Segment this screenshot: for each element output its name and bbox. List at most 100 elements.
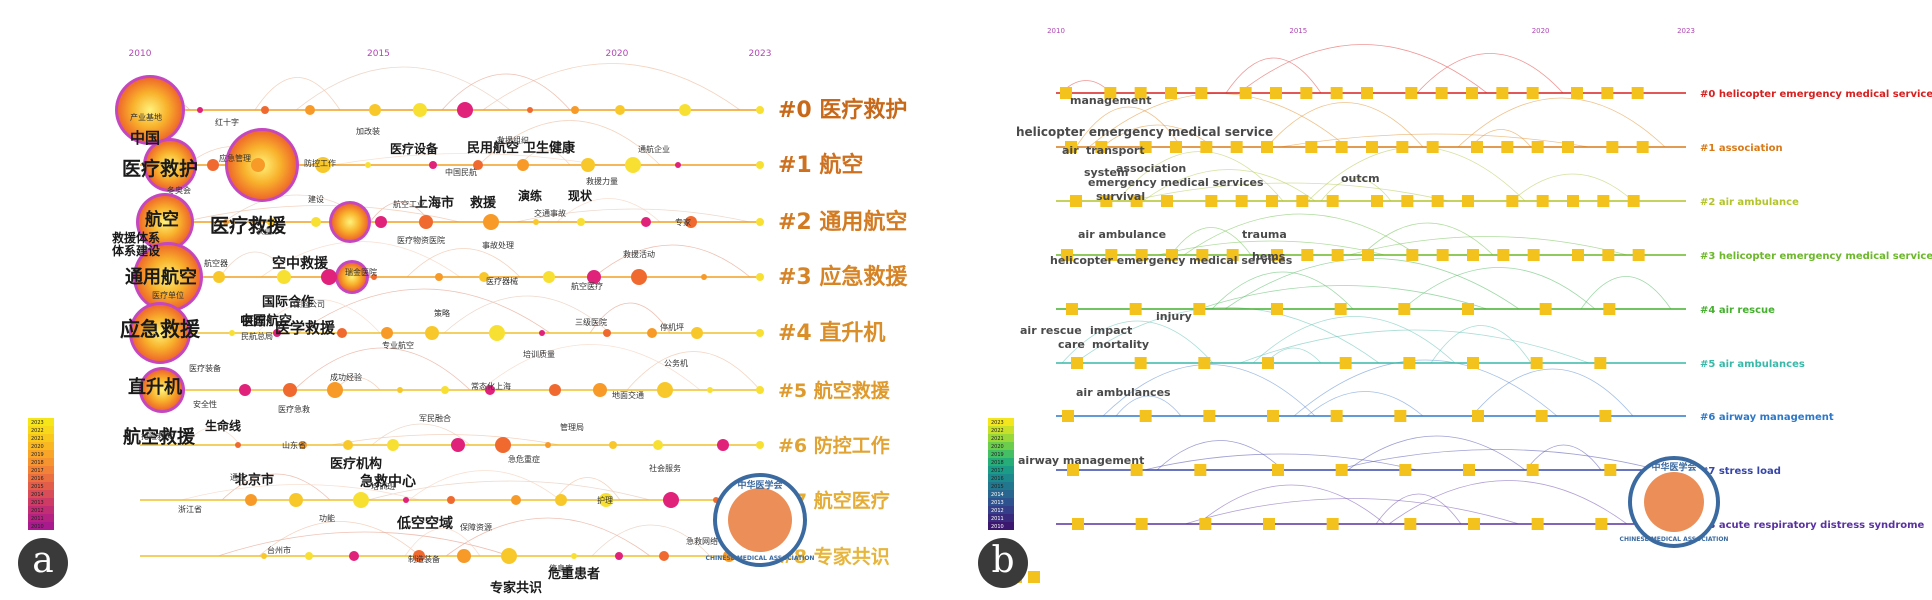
keyword-node [1527,249,1540,261]
link-arc [1388,480,1628,525]
keyword-label: 医学救援 [275,319,336,337]
keyword-node [527,107,533,113]
keyword-node [441,386,449,394]
keyword-node [311,217,321,227]
legend-year: 2020 [991,444,1004,450]
keyword-node [717,439,729,451]
keyword-node [543,271,555,283]
keyword-label: 中国航空 [240,313,292,329]
keyword-node [1066,303,1078,315]
keyword-node [1226,249,1239,261]
keyword-node [397,387,403,393]
link-arc [1157,240,1386,256]
keyword-node [1531,141,1544,153]
keyword-node [419,215,433,229]
keyword-label-small: 安全性 [193,399,217,409]
keyword-node [581,158,595,172]
keyword-node [1526,464,1539,476]
legend-year: 2012 [31,508,44,514]
link-arc [219,251,291,278]
keyword-node [1339,357,1352,369]
keyword-node [679,104,691,116]
keyword-node [1067,464,1079,476]
cluster-label: #3 应急救援 [778,264,908,290]
legend-swatch [28,450,54,458]
keyword-label: air [1062,144,1079,157]
legend-swatch [988,474,1014,482]
keyword-node [1627,195,1640,207]
keyword-node [1129,303,1142,315]
keyword-label: outcm [1341,172,1380,185]
keyword-label-small: 医疗物资医院 [397,235,445,245]
keyword-node [1070,195,1082,207]
keyword-node [1594,357,1607,369]
legend-year: 2012 [991,508,1004,514]
legend-year: 2013 [31,500,44,506]
link-arc [1101,124,1214,148]
keyword-label: 急救中心 [360,473,416,490]
keyword-label: 医疗设备 [390,141,439,156]
keyword-node [1396,141,1409,153]
keyword-label-small: 事故处理 [482,240,514,250]
link-arc [1170,227,1252,256]
keyword-label: 生命线 [205,418,241,433]
legend-swatch [988,434,1014,442]
legend-year: 2019 [31,452,44,458]
keyword-node [1330,87,1343,99]
keyword-node [1130,195,1143,207]
keyword-node [387,439,399,451]
cluster-label: #0 医疗救护 [778,97,907,123]
keyword-node [375,216,387,228]
legend-year: 2011 [31,516,44,522]
keyword-node [1271,249,1283,261]
keyword-label: association [1116,162,1186,175]
keyword-node [353,492,369,508]
keyword-label: 医疗救援 [210,214,287,237]
keyword-node [349,551,359,561]
legend-swatch [28,514,54,522]
keyword-label: 空中救援 [272,255,329,272]
keyword-label-small: 航空器 [204,258,228,268]
keyword-node [1261,141,1273,153]
link-arc [182,205,461,223]
keyword-node [571,106,579,114]
keyword-node [1267,410,1279,422]
keyword-label: 专家共识 [490,580,542,596]
keyword-node [338,263,366,291]
keyword-node [283,383,297,397]
keyword-node [1330,410,1343,422]
keyword-node [659,551,669,561]
keyword-node [479,272,489,282]
legend-year: 2010 [31,524,44,530]
keyword-label-small: 航空工业 [393,199,425,209]
keyword-label-small: 制造装备 [408,554,440,564]
keyword-label-small: 加改装 [356,126,380,136]
keyword-node [1631,87,1644,99]
keyword-node [473,160,483,170]
timeline-chart-b: 2010 2015 2020 2023 #0 helicopter emergency … [988,27,1932,583]
keyword-node [413,103,427,117]
keyword-node [1595,518,1608,530]
link-arc [295,66,511,111]
legend-swatch [988,482,1014,490]
keyword-node [555,494,567,506]
keyword-node [1266,195,1278,207]
legend-year: 2019 [991,452,1004,458]
legend-year: 2017 [31,468,44,474]
keyword-node [1263,518,1275,530]
keyword-node [549,384,561,396]
cluster-label: #4 air rescue [1700,305,1775,316]
keyword-node [1230,141,1243,153]
logo-text-top: 中华医学会 [737,479,783,491]
legend-swatch [988,490,1014,498]
legend-year: 2010 [991,524,1004,530]
keyword-label: 救援 [470,195,497,211]
keyword-node [631,269,647,285]
keyword-label-small: 保障资源 [460,522,492,532]
keyword-node [1072,518,1084,530]
keyword-label-small: 瑞金医院 [345,267,377,277]
keyword-label: 民用航空 [467,140,519,156]
logo-map [1644,472,1704,532]
keyword-node [261,106,269,114]
keyword-node [1362,249,1374,261]
